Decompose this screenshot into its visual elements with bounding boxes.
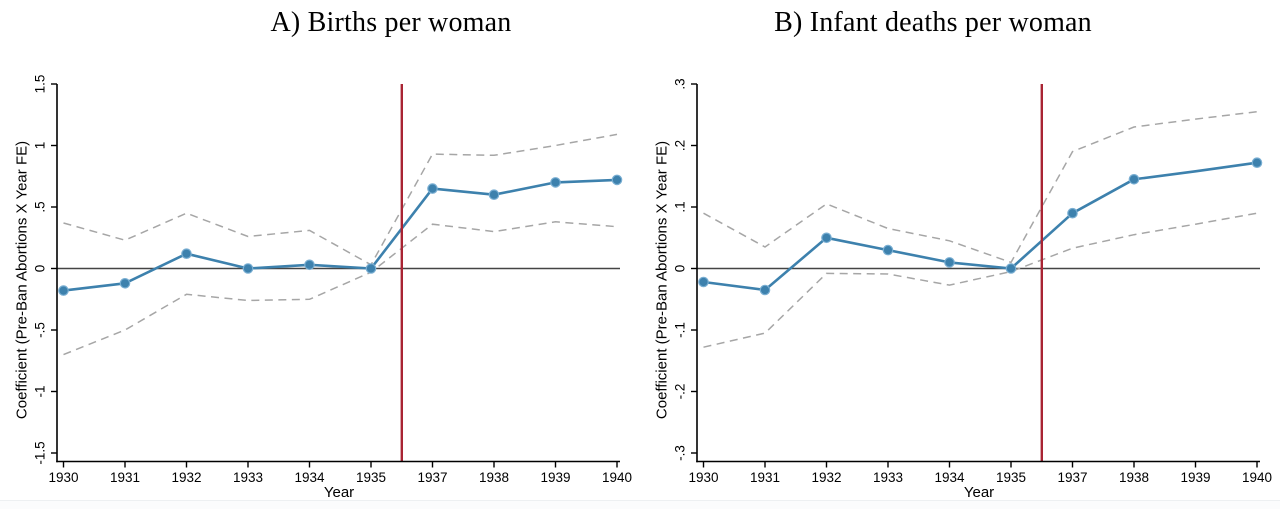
x-tick-label: 1935 [996, 470, 1026, 485]
x-tick-label: 1940 [602, 470, 632, 485]
x-tick-label: 1932 [171, 470, 201, 485]
y-tick-label: -.3 [673, 445, 688, 461]
data-point [1128, 174, 1140, 185]
ci-upper-line [63, 133, 618, 266]
x-tick-label: 1935 [356, 470, 386, 485]
panel-infant-deaths: B) Infant deaths per woman Coefficient (… [640, 0, 1280, 501]
data-point [242, 263, 254, 274]
x-tick-label: 1939 [540, 470, 570, 485]
y-tick-label: .5 [33, 201, 48, 212]
data-point [944, 257, 955, 268]
panel-b-title: B) Infant deaths per woman [774, 7, 1092, 38]
y-tick-label: .3 [673, 78, 688, 89]
x-tick-label: 1933 [233, 470, 263, 485]
data-point [427, 183, 438, 194]
data-point [550, 177, 561, 188]
y-tick-label: 0 [33, 265, 48, 273]
panel-a-x-axis-title: Year [323, 484, 355, 501]
ci-lower-line [703, 212, 1258, 348]
panel-births: A) Births per woman Coefficient (Pre-Ban… [0, 0, 640, 501]
x-tick-label: 1934 [934, 470, 965, 485]
data-point [611, 174, 623, 186]
y-tick-label: 1.5 [33, 75, 48, 94]
data-point [698, 276, 709, 288]
x-tick-label: 1931 [110, 470, 140, 485]
data-point [119, 277, 131, 289]
panel-a-title: A) Births per woman [270, 7, 512, 38]
x-tick-label: 1937 [417, 470, 447, 485]
ci-lower-line [63, 221, 618, 356]
x-tick-label: 1933 [873, 470, 903, 485]
data-point [1005, 263, 1017, 274]
x-tick-label: 1939 [1180, 470, 1210, 485]
data-point [58, 285, 69, 296]
y-tick-label: -.5 [33, 322, 48, 338]
data-point [304, 259, 315, 271]
y-tick-label: -.2 [673, 384, 688, 400]
x-tick-label: 1938 [1119, 470, 1149, 485]
coefficient-line [63, 178, 618, 292]
y-tick-label: 0 [673, 265, 688, 273]
bottom-strip [0, 500, 1280, 509]
x-tick-label: 1931 [750, 470, 780, 485]
y-tick-label: -1 [33, 385, 48, 397]
data-point [488, 189, 500, 200]
x-tick-label: 1930 [48, 470, 78, 485]
x-tick-label: 1932 [811, 470, 841, 485]
data-point [181, 248, 192, 259]
data-point [1067, 207, 1078, 219]
data-point [365, 263, 377, 274]
data-point [1251, 157, 1263, 168]
x-tick-label: 1940 [1242, 470, 1272, 485]
ci-upper-line [703, 110, 1258, 264]
y-tick-label: -.1 [673, 322, 688, 338]
panel-b-x-axis-title: Year [963, 484, 995, 501]
data-point [821, 232, 832, 244]
x-tick-label: 1934 [294, 470, 325, 485]
y-tick-label: .1 [673, 201, 688, 212]
coefficient-line [703, 161, 1258, 292]
data-point [759, 284, 771, 296]
x-tick-label: 1930 [688, 470, 718, 485]
y-tick-label: .2 [673, 140, 688, 151]
x-tick-label: 1937 [1057, 470, 1087, 485]
y-tick-label: -1.5 [33, 441, 48, 464]
data-point [882, 244, 894, 256]
y-tick-label: 1 [33, 142, 48, 150]
x-tick-label: 1938 [479, 470, 509, 485]
